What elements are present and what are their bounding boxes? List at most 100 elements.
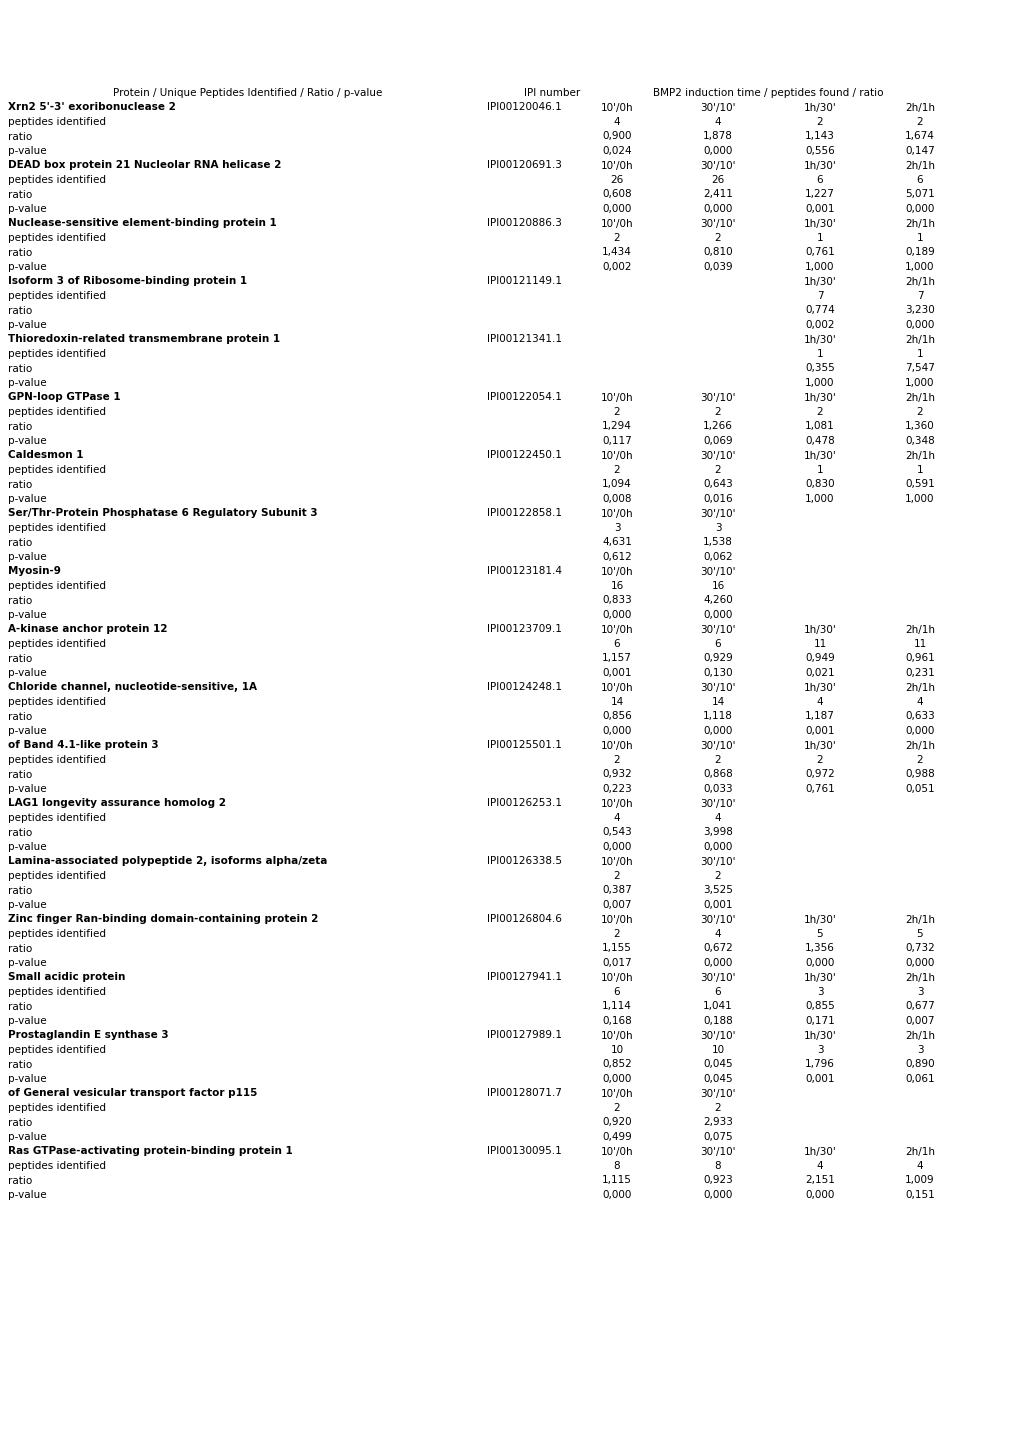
Text: Isoform 3 of Ribosome-binding protein 1: Isoform 3 of Ribosome-binding protein 1	[8, 277, 247, 287]
Text: 2h/1h: 2h/1h	[904, 277, 934, 287]
Text: ratio: ratio	[8, 1117, 33, 1127]
Text: 0,069: 0,069	[702, 436, 732, 446]
Text: p-value: p-value	[8, 843, 47, 851]
Text: 0,188: 0,188	[702, 1016, 733, 1026]
Text: 0,852: 0,852	[601, 1059, 631, 1069]
Text: Prostaglandin E synthase 3: Prostaglandin E synthase 3	[8, 1030, 168, 1040]
Text: 1h/30': 1h/30'	[803, 392, 836, 403]
Text: 1h/30': 1h/30'	[803, 740, 836, 750]
Text: 1,000: 1,000	[905, 494, 933, 504]
Text: 0,387: 0,387	[601, 886, 631, 896]
Text: 3,525: 3,525	[702, 886, 733, 896]
Text: 4: 4	[816, 697, 822, 707]
Text: 2,933: 2,933	[702, 1117, 733, 1127]
Text: 2: 2	[714, 232, 720, 242]
Text: 0,151: 0,151	[904, 1190, 934, 1201]
Text: 1,266: 1,266	[702, 421, 733, 431]
Text: p-value: p-value	[8, 436, 47, 446]
Text: 0,000: 0,000	[703, 726, 732, 736]
Text: 0,223: 0,223	[601, 784, 631, 794]
Text: 1,227: 1,227	[804, 189, 835, 199]
Text: 3: 3	[714, 522, 720, 532]
Text: IPI number: IPI number	[524, 88, 580, 98]
Text: 30'/10': 30'/10'	[700, 857, 735, 866]
Text: 1h/30': 1h/30'	[803, 102, 836, 113]
Text: 1,000: 1,000	[905, 263, 933, 271]
Text: 1,118: 1,118	[702, 711, 733, 722]
Text: IPI00122858.1: IPI00122858.1	[486, 508, 561, 518]
Text: 0,732: 0,732	[904, 944, 934, 954]
Text: 0,000: 0,000	[703, 1190, 732, 1201]
Text: 2: 2	[816, 117, 822, 127]
Text: 0,000: 0,000	[602, 1190, 631, 1201]
Text: 0,002: 0,002	[601, 263, 631, 271]
Text: ratio: ratio	[8, 944, 33, 954]
Text: 0,117: 0,117	[601, 436, 631, 446]
Text: 2h/1h: 2h/1h	[904, 683, 934, 693]
Text: 2h/1h: 2h/1h	[904, 973, 934, 983]
Text: 30'/10': 30'/10'	[700, 567, 735, 577]
Text: ratio: ratio	[8, 421, 33, 431]
Text: IPI00128071.7: IPI00128071.7	[486, 1088, 561, 1098]
Text: p-value: p-value	[8, 726, 47, 736]
Text: 5: 5	[816, 929, 822, 939]
Text: 1,000: 1,000	[804, 263, 834, 271]
Text: 0,672: 0,672	[702, 944, 733, 954]
Text: 0,017: 0,017	[601, 958, 631, 968]
Text: 1: 1	[916, 465, 922, 475]
Text: 10'/0h: 10'/0h	[600, 973, 633, 983]
Text: 1,155: 1,155	[601, 944, 632, 954]
Text: 2h/1h: 2h/1h	[904, 740, 934, 750]
Text: 4: 4	[714, 117, 720, 127]
Text: 0,039: 0,039	[702, 263, 732, 271]
Text: 2h/1h: 2h/1h	[904, 392, 934, 403]
Text: peptides identified: peptides identified	[8, 987, 106, 997]
Text: 1h/30': 1h/30'	[803, 277, 836, 287]
Text: 10'/0h: 10'/0h	[600, 1030, 633, 1040]
Text: DEAD box protein 21 Nucleolar RNA helicase 2: DEAD box protein 21 Nucleolar RNA helica…	[8, 160, 281, 170]
Text: 6: 6	[714, 987, 720, 997]
Text: p-value: p-value	[8, 610, 47, 620]
Text: 0,608: 0,608	[601, 189, 631, 199]
Text: 0,171: 0,171	[804, 1016, 835, 1026]
Text: 0,830: 0,830	[804, 479, 834, 489]
Text: 2: 2	[714, 1102, 720, 1113]
Text: 0,000: 0,000	[703, 610, 732, 620]
Text: 26: 26	[609, 175, 623, 185]
Text: 0,000: 0,000	[905, 726, 933, 736]
Text: 1,000: 1,000	[804, 378, 834, 388]
Text: 0,890: 0,890	[904, 1059, 933, 1069]
Text: 0,189: 0,189	[904, 248, 934, 257]
Text: 0,045: 0,045	[702, 1074, 732, 1084]
Text: Ser/Thr-Protein Phosphatase 6 Regulatory Subunit 3: Ser/Thr-Protein Phosphatase 6 Regulatory…	[8, 508, 317, 518]
Text: peptides identified: peptides identified	[8, 1045, 106, 1055]
Text: 2h/1h: 2h/1h	[904, 335, 934, 345]
Text: 0,062: 0,062	[702, 553, 732, 561]
Text: 0,633: 0,633	[904, 711, 934, 722]
Text: 2: 2	[816, 407, 822, 417]
Text: 0,612: 0,612	[601, 553, 631, 561]
Text: 4: 4	[714, 929, 720, 939]
Text: peptides identified: peptides identified	[8, 175, 106, 185]
Text: 1,796: 1,796	[804, 1059, 835, 1069]
Text: 4: 4	[714, 812, 720, 823]
Text: 16: 16	[609, 582, 623, 592]
Text: IPI00122054.1: IPI00122054.1	[486, 392, 561, 403]
Text: Chloride channel, nucleotide-sensitive, 1A: Chloride channel, nucleotide-sensitive, …	[8, 683, 257, 693]
Text: peptides identified: peptides identified	[8, 291, 106, 302]
Text: peptides identified: peptides identified	[8, 1162, 106, 1172]
Text: 0,868: 0,868	[702, 769, 733, 779]
Text: of General vesicular transport factor p115: of General vesicular transport factor p1…	[8, 1088, 257, 1098]
Text: peptides identified: peptides identified	[8, 929, 106, 939]
Text: 0,810: 0,810	[702, 248, 732, 257]
Text: peptides identified: peptides identified	[8, 639, 106, 649]
Text: 1,294: 1,294	[601, 421, 632, 431]
Text: IPI00122450.1: IPI00122450.1	[486, 450, 561, 460]
Text: 0,355: 0,355	[804, 364, 835, 374]
Text: 11: 11	[912, 639, 925, 649]
Text: 3: 3	[916, 987, 922, 997]
Text: 1h/30': 1h/30'	[803, 915, 836, 925]
Text: 0,168: 0,168	[601, 1016, 631, 1026]
Text: 1,094: 1,094	[601, 479, 631, 489]
Text: 30'/10': 30'/10'	[700, 160, 735, 170]
